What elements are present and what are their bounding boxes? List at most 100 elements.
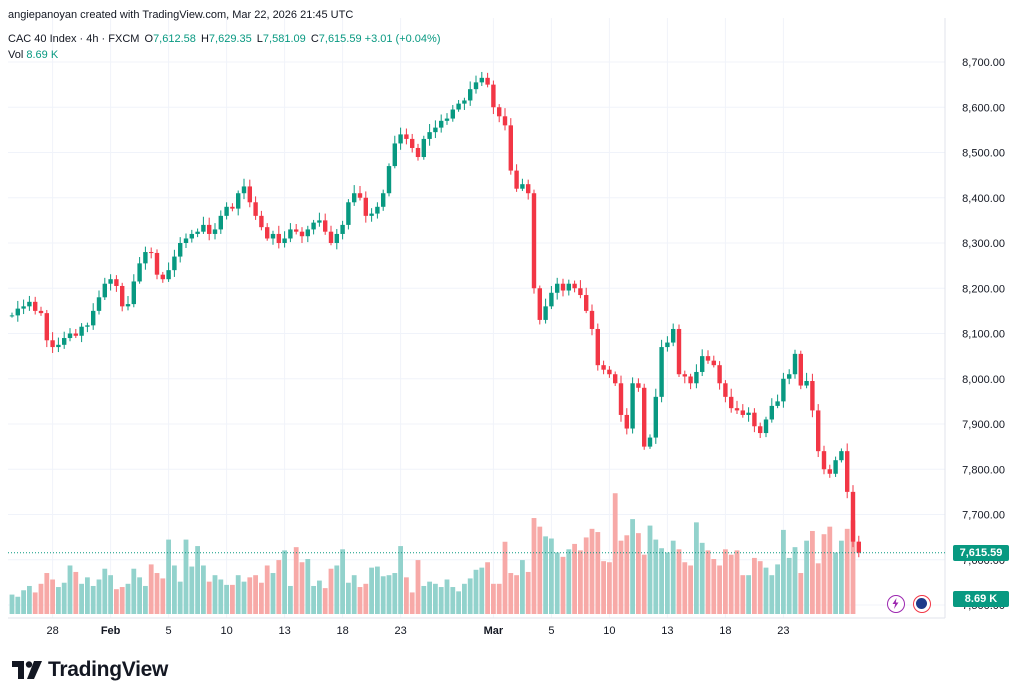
candle-body — [740, 410, 745, 415]
candle-body — [572, 283, 577, 289]
time-axis: 28 Feb 5 10 13 18 23 Mar 5 10 13 18 23 — [46, 625, 789, 637]
candle-body — [485, 77, 490, 85]
volume-bar — [810, 530, 815, 614]
volume-bar — [160, 578, 166, 614]
volume-bar — [67, 565, 73, 614]
lightning-icon[interactable] — [887, 595, 905, 613]
volume-bar — [589, 528, 595, 614]
volume-bar — [61, 582, 67, 614]
candle-body — [282, 238, 287, 243]
candle-body — [821, 451, 827, 470]
candle-body — [798, 353, 803, 386]
volume-bar — [665, 552, 670, 614]
time-tick-label: 23 — [394, 625, 406, 637]
volume-bar — [450, 587, 456, 614]
candle-body — [91, 310, 96, 326]
candle-body — [479, 77, 484, 83]
candle-body — [305, 229, 310, 237]
high-value: 7,629.35 — [208, 33, 252, 45]
chart-credit: angiepanoyan created with TradingView.co… — [8, 9, 354, 21]
candle-body — [781, 378, 786, 402]
candle-body — [375, 206, 380, 214]
volume-bar — [781, 529, 786, 614]
price-tick-label: 7,700.00 — [962, 510, 1005, 522]
symbol-title[interactable]: CAC 40 Index · 4h · FXCM — [8, 33, 140, 45]
volume-bar — [189, 566, 195, 614]
candle-body — [450, 109, 455, 119]
candle-body — [346, 202, 351, 225]
volume-label: Vol — [8, 49, 24, 61]
candle-body — [120, 285, 125, 307]
candle-body — [195, 231, 200, 234]
candle-body — [102, 283, 107, 298]
volume-bar — [723, 549, 728, 614]
volume-bar — [624, 535, 630, 614]
candle-body — [15, 308, 20, 316]
volume-bar — [514, 575, 519, 614]
candle-body — [410, 138, 415, 148]
candle-body — [613, 374, 618, 384]
volume-bar — [636, 533, 641, 614]
volume-bar — [601, 561, 606, 614]
candle-body — [566, 283, 571, 291]
volume-bar — [566, 549, 572, 614]
candle-body — [241, 186, 247, 194]
volume-bar — [398, 546, 403, 614]
candle-body — [404, 134, 409, 139]
candle-body — [317, 220, 322, 223]
candle-body — [555, 283, 560, 293]
volume-bar — [380, 576, 386, 614]
volume-bar — [520, 560, 525, 614]
candle-body — [700, 356, 705, 372]
candle-body — [595, 328, 600, 366]
candle-body — [212, 229, 218, 234]
volume-bar — [560, 556, 566, 614]
volume-bar — [583, 537, 589, 614]
candle-body — [769, 405, 774, 420]
volume-bar — [195, 546, 200, 614]
candle-body — [578, 288, 583, 296]
volume-bar — [473, 569, 479, 614]
price-tick-label: 8,100.00 — [962, 329, 1005, 341]
candle-body — [328, 231, 334, 243]
candle-body — [415, 147, 421, 158]
volume-bar — [282, 550, 287, 614]
candle-body — [589, 310, 595, 329]
time-tick-label: 18 — [336, 625, 348, 637]
last-price-badge: 7,615.59 — [953, 544, 1009, 561]
volume-bar — [467, 578, 473, 614]
candle-body — [27, 301, 32, 307]
candle-body — [827, 469, 832, 474]
flag-icon[interactable] — [913, 595, 931, 613]
volume-bar — [224, 584, 229, 614]
volume-bar — [815, 563, 821, 614]
candle-body — [531, 193, 537, 289]
time-tick-label: 5 — [166, 625, 172, 637]
candle-body — [833, 460, 838, 474]
volume-bar — [270, 573, 276, 614]
volume-bar — [409, 592, 415, 614]
volume-bar — [491, 583, 496, 614]
candle-body — [224, 206, 229, 216]
candle-body — [131, 281, 136, 305]
time-tick-label: 18 — [719, 625, 731, 637]
volume-bar — [392, 573, 398, 614]
tradingview-logo[interactable]: TradingView — [12, 658, 168, 682]
time-tick-label: 23 — [777, 625, 789, 637]
candle-body — [183, 238, 189, 243]
time-tick-label: Mar — [484, 625, 504, 637]
candle-body — [665, 342, 670, 348]
volume-bar — [166, 539, 171, 614]
candle-body — [207, 224, 212, 234]
volume-bar — [21, 590, 26, 614]
candle-body — [154, 252, 160, 275]
volume-bar — [218, 579, 224, 614]
candle-body — [73, 333, 78, 336]
candle-body — [276, 233, 281, 243]
candle-body — [85, 325, 90, 327]
volume-bar — [676, 549, 682, 614]
volume-bar — [433, 583, 438, 614]
candle-body — [67, 333, 73, 339]
candle-body — [723, 383, 728, 397]
